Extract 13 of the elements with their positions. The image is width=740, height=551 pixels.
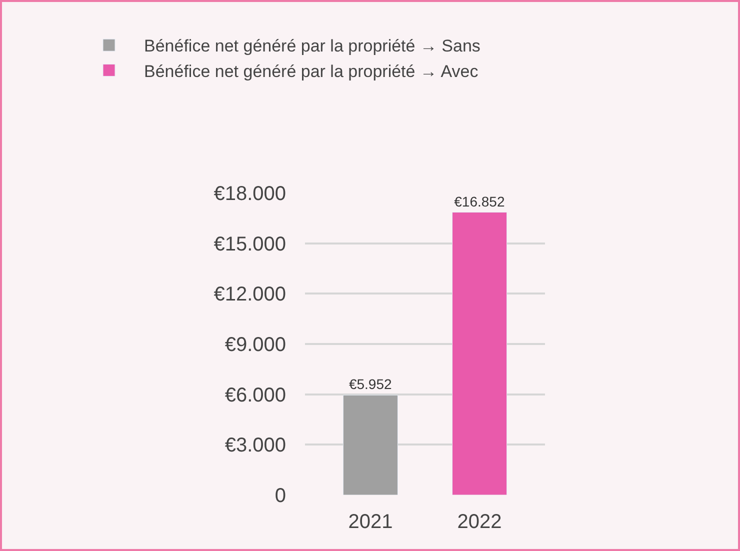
y-tick-label: €18.000 xyxy=(214,183,286,205)
legend-label: Bénéfice net généré par la propriété → Avec xyxy=(144,62,479,81)
y-tick-label: €9.000 xyxy=(224,334,286,356)
data-label: €5.952 xyxy=(348,376,392,392)
y-tick-label: €3.000 xyxy=(224,434,286,457)
x-tick-label: 2021 xyxy=(348,511,393,533)
data-label: €16.852 xyxy=(454,193,505,210)
y-tick-label: €12.000 xyxy=(214,284,286,306)
legend-label: Bénéfice net généré par la propriété → Sans xyxy=(144,36,480,56)
x-tick-label: 2022 xyxy=(457,511,502,533)
y-tick-label: €15.000 xyxy=(214,233,286,256)
y-tick-label: 0 xyxy=(274,485,286,507)
y-tick-label: €6.000 xyxy=(224,384,286,406)
